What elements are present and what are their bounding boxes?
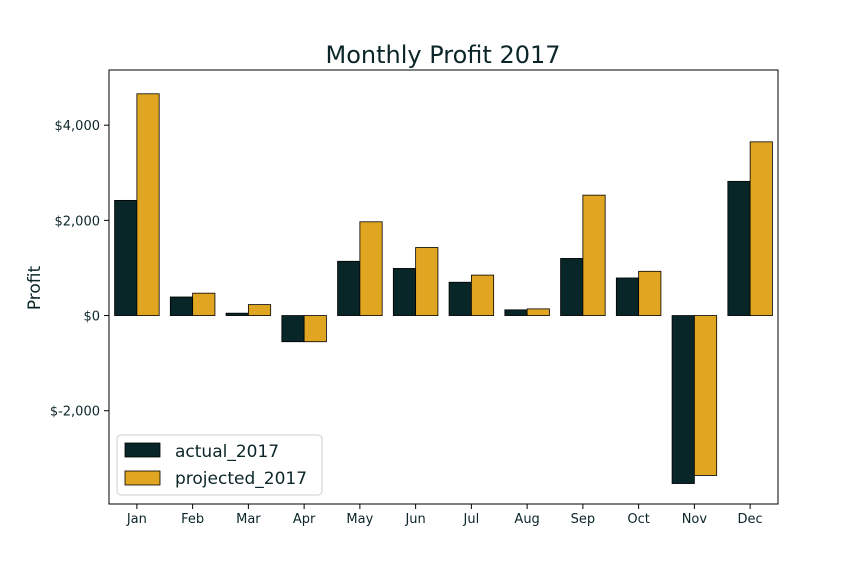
legend-swatch-projected — [124, 470, 161, 486]
bar-actual-may — [337, 260, 361, 316]
bar-projected-jul — [470, 274, 495, 316]
legend-swatch-actual — [124, 442, 161, 458]
bar-projected-mar — [247, 304, 272, 316]
x-tick-label-feb: Feb — [181, 512, 204, 527]
legend: actual_2017 projected_2017 — [116, 434, 323, 496]
bar-actual-jan — [114, 199, 138, 316]
bar-actual-nov — [671, 315, 695, 484]
x-tick-label-may: May — [346, 512, 373, 527]
chart-title: Monthly Profit 2017 — [325, 41, 560, 69]
bar-actual-sep — [560, 258, 584, 316]
x-tick-label-apr: Apr — [293, 512, 316, 527]
bar-actual-jul — [448, 281, 472, 316]
bar-actual-dec — [727, 180, 751, 316]
y-axis-ticks: $-2,000 $0 $2,000 $4,000 — [50, 119, 109, 420]
x-tick-label-jul: Jul — [463, 512, 480, 527]
x-tick-label-nov: Nov — [682, 512, 708, 527]
bar-projected-jan — [136, 93, 160, 316]
bar-actual-feb — [169, 296, 194, 316]
x-tick-label-mar: Mar — [236, 512, 261, 527]
x-tick-label-jan: Jan — [126, 512, 147, 527]
bar-projected-jun — [415, 247, 439, 316]
y-tick-label: $0 — [83, 310, 100, 325]
bar-projected-apr — [303, 315, 327, 343]
bar-actual-jun — [392, 268, 417, 316]
legend-label-actual: actual_2017 — [175, 442, 279, 462]
bar-projected-sep — [582, 194, 606, 316]
x-tick-label-oct: Oct — [627, 512, 649, 527]
x-tick-label-sep: Sep — [571, 512, 596, 527]
bar-projected-dec — [749, 141, 773, 316]
y-tick-label: $2,000 — [55, 214, 101, 229]
bar-projected-aug — [526, 308, 550, 316]
bar-actual-oct — [615, 277, 640, 316]
x-axis-ticks: Jan Feb Mar Apr May Jun Jul Aug Sep Oct Nov Dec — [126, 504, 763, 527]
bar-projected-may — [359, 221, 383, 316]
legend-box — [116, 434, 323, 496]
y-tick-label: $-2,000 — [50, 405, 100, 420]
bar-projected-feb — [192, 292, 216, 316]
bar-actual-mar — [225, 312, 249, 316]
x-tick-label-dec: Dec — [738, 512, 763, 527]
y-tick-label: $4,000 — [55, 119, 101, 134]
y-axis-label: Profit — [25, 265, 45, 310]
legend-label-projected: projected_2017 — [175, 469, 307, 489]
x-tick-label-jun: Jun — [404, 512, 425, 527]
bar-projected-oct — [638, 270, 662, 316]
bar-actual-apr — [281, 315, 305, 343]
bars-group — [114, 93, 773, 484]
plot-frame — [108, 69, 779, 505]
x-tick-label-aug: Aug — [514, 512, 539, 527]
bar-projected-nov — [693, 315, 718, 476]
bar-actual-aug — [504, 309, 528, 316]
